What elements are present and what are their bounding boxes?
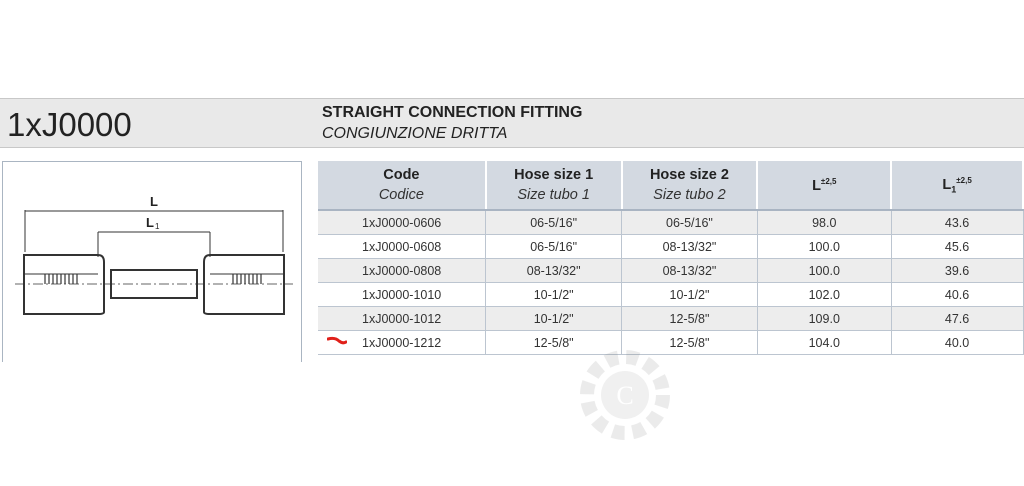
cell-L1: 45.6 — [891, 234, 1024, 259]
cell-hose-size-1: 12-5/8" — [485, 330, 623, 355]
column-header-hose-size-2: Hose size 2 Size tubo 2 — [621, 161, 759, 211]
cell-L: 100.0 — [757, 234, 892, 259]
table-row: 1xJ0000-0808 08-13/32" 08-13/32" 100.0 39.6 — [318, 258, 1024, 283]
table-row: 1xJ0000-0606 06-5/16" 06-5/16" 98.0 43.6 — [318, 210, 1024, 235]
cell-L: 98.0 — [757, 210, 892, 235]
gear-watermark-icon: C — [580, 350, 670, 440]
watermark-letter: C — [616, 381, 633, 410]
cell-code: 1xJ0000-1012 — [318, 306, 487, 331]
table-header-row: Code Codice Hose size 1 Size tubo 1 Hose s… — [318, 161, 1024, 211]
dimension-L1-subscript: 1 — [155, 222, 160, 231]
table-row: 1xJ0000-1010 10-1/2" 10-1/2" 102.0 40.6 — [318, 282, 1024, 307]
dimension-L1-label: L — [146, 215, 154, 230]
title-bar: 1xJ0000 STRAIGHT CONNECTION FITTING CONG… — [0, 98, 1024, 148]
cell-L: 109.0 — [757, 306, 892, 331]
cell-L: 102.0 — [757, 282, 892, 307]
cell-hose-size-2: 08-13/32" — [621, 234, 758, 259]
column-header-code: Code Codice — [318, 161, 487, 211]
cell-L1: 40.0 — [891, 330, 1024, 355]
column-header-L1: L1±2,5 — [891, 161, 1024, 211]
column-header-L: L±2,5 — [757, 161, 893, 211]
cell-hose-size-2: 12-5/8" — [621, 306, 758, 331]
table-row: 1xJ0000-0608 06-5/16" 08-13/32" 100.0 45.6 — [318, 234, 1024, 259]
cell-code: 1xJ0000-0608 — [318, 234, 487, 259]
column-header-hose-size-1: Hose size 1 Size tubo 1 — [485, 161, 623, 211]
table-row: 1xJ0000-1212 12-5/8" 12-5/8" 104.0 40.0 — [318, 330, 1024, 355]
product-code: 1xJ0000 — [7, 106, 132, 143]
cell-L: 100.0 — [757, 258, 892, 283]
cell-hose-size-1: 10-1/2" — [485, 306, 623, 331]
cell-hose-size-1: 10-1/2" — [485, 282, 623, 307]
cell-code: 1xJ0000-0606 — [318, 210, 487, 235]
cell-L1: 40.6 — [891, 282, 1024, 307]
cell-hose-size-2: 08-13/32" — [621, 258, 758, 283]
dimensions-table: Code Codice Hose size 1 Size tubo 1 Hose s… — [318, 161, 1024, 355]
dimension-L-label: L — [150, 194, 158, 209]
cell-hose-size-2: 10-1/2" — [621, 282, 758, 307]
cell-hose-size-2: 12-5/8" — [621, 330, 758, 355]
cell-L1: 39.6 — [891, 258, 1024, 283]
red-marker-icon — [327, 336, 347, 345]
cell-hose-size-1: 08-13/32" — [485, 258, 623, 283]
fitting-diagram-icon: L L 1 — [15, 194, 293, 315]
cell-code: 1xJ0000-1010 — [318, 282, 487, 307]
cell-L1: 47.6 — [891, 306, 1024, 331]
fitting-drawing: L L 1 — [2, 161, 302, 362]
title-english: STRAIGHT CONNECTION FITTING — [322, 104, 583, 121]
cell-L: 104.0 — [757, 330, 892, 355]
table-row: 1xJ0000-1012 10-1/2" 12-5/8" 109.0 47.6 — [318, 306, 1024, 331]
cell-hose-size-1: 06-5/16" — [485, 234, 623, 259]
cell-L1: 43.6 — [891, 210, 1024, 235]
cell-code: 1xJ0000-0808 — [318, 258, 487, 283]
cell-hose-size-2: 06-5/16" — [621, 210, 758, 235]
title-italian: CONGIUNZIONE DRITTA — [322, 125, 508, 142]
cell-hose-size-1: 06-5/16" — [485, 210, 623, 235]
